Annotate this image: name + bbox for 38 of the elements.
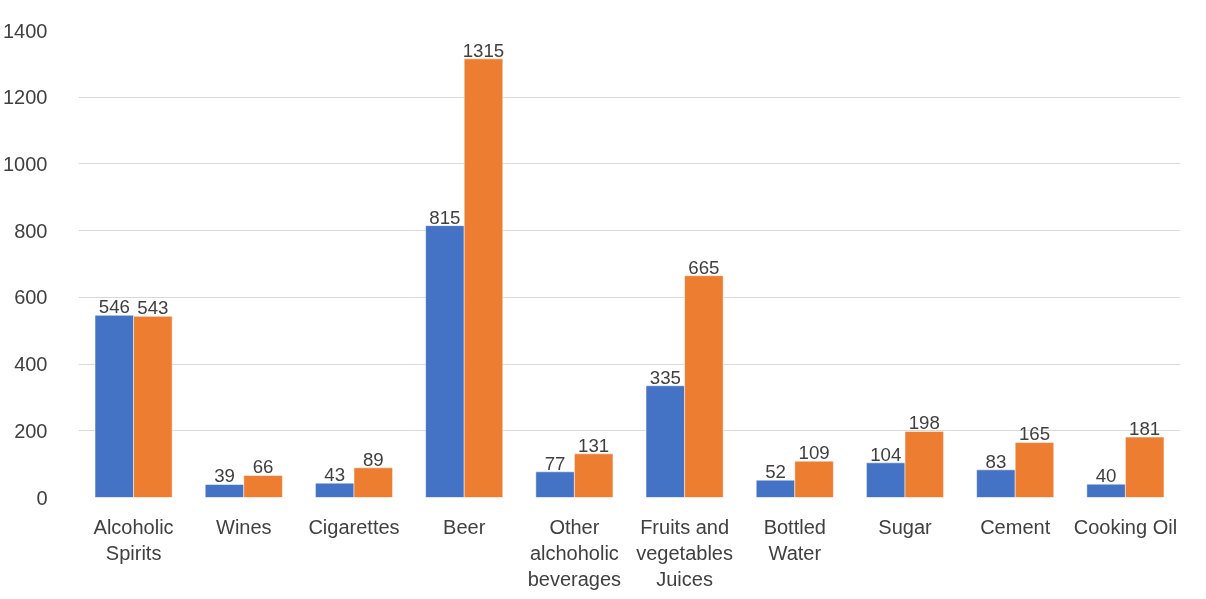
y-tick-label: 1200 [3,86,48,109]
data-label: 543 [137,297,169,319]
y-tick-label: 1000 [3,152,48,175]
x-tick-label: Cement [980,515,1051,538]
x-tick-label: Beer [443,515,486,538]
data-label: 77 [544,452,566,474]
data-label: 89 [362,448,384,470]
x-tick-label: Fruits and vegetables Juices [636,515,733,591]
data-label: 66 [252,456,274,478]
data-label: 43 [324,464,346,486]
data-label: 198 [908,412,940,434]
data-label: 52 [765,461,786,483]
data-label: 131 [578,434,610,456]
x-tick-label: Cooking Oil [1073,515,1178,538]
data-label: 665 [688,256,720,278]
data-label: 165 [1018,423,1051,445]
x-tick-label: Other alchoholic beverages [527,515,622,591]
y-tick-label: 0 [36,486,48,509]
y-tick-label: 600 [14,286,48,309]
data-label: 109 [798,442,830,464]
x-tick-label: Alcoholic Spirits [93,515,174,564]
data-label: 1315 [462,39,505,61]
data-label: 815 [429,206,461,228]
data-label: 546 [98,296,130,318]
data-label: 39 [214,465,235,487]
y-tick-label: 800 [14,219,48,242]
x-tick-label: Bottled Water [763,515,826,564]
data-label: 40 [1095,465,1117,487]
y-tick-label: 1400 [3,19,48,42]
data-label: 104 [870,443,902,465]
data-label: 181 [1129,418,1161,440]
x-tick-label: Wines [216,515,272,538]
x-tick-label: Cigarettes [308,515,400,538]
y-tick-label: 400 [14,353,48,376]
data-label: 335 [649,366,681,388]
data-label: 83 [985,450,1007,472]
x-tick-label: Sugar [878,515,933,538]
y-tick-label: 200 [14,419,48,442]
